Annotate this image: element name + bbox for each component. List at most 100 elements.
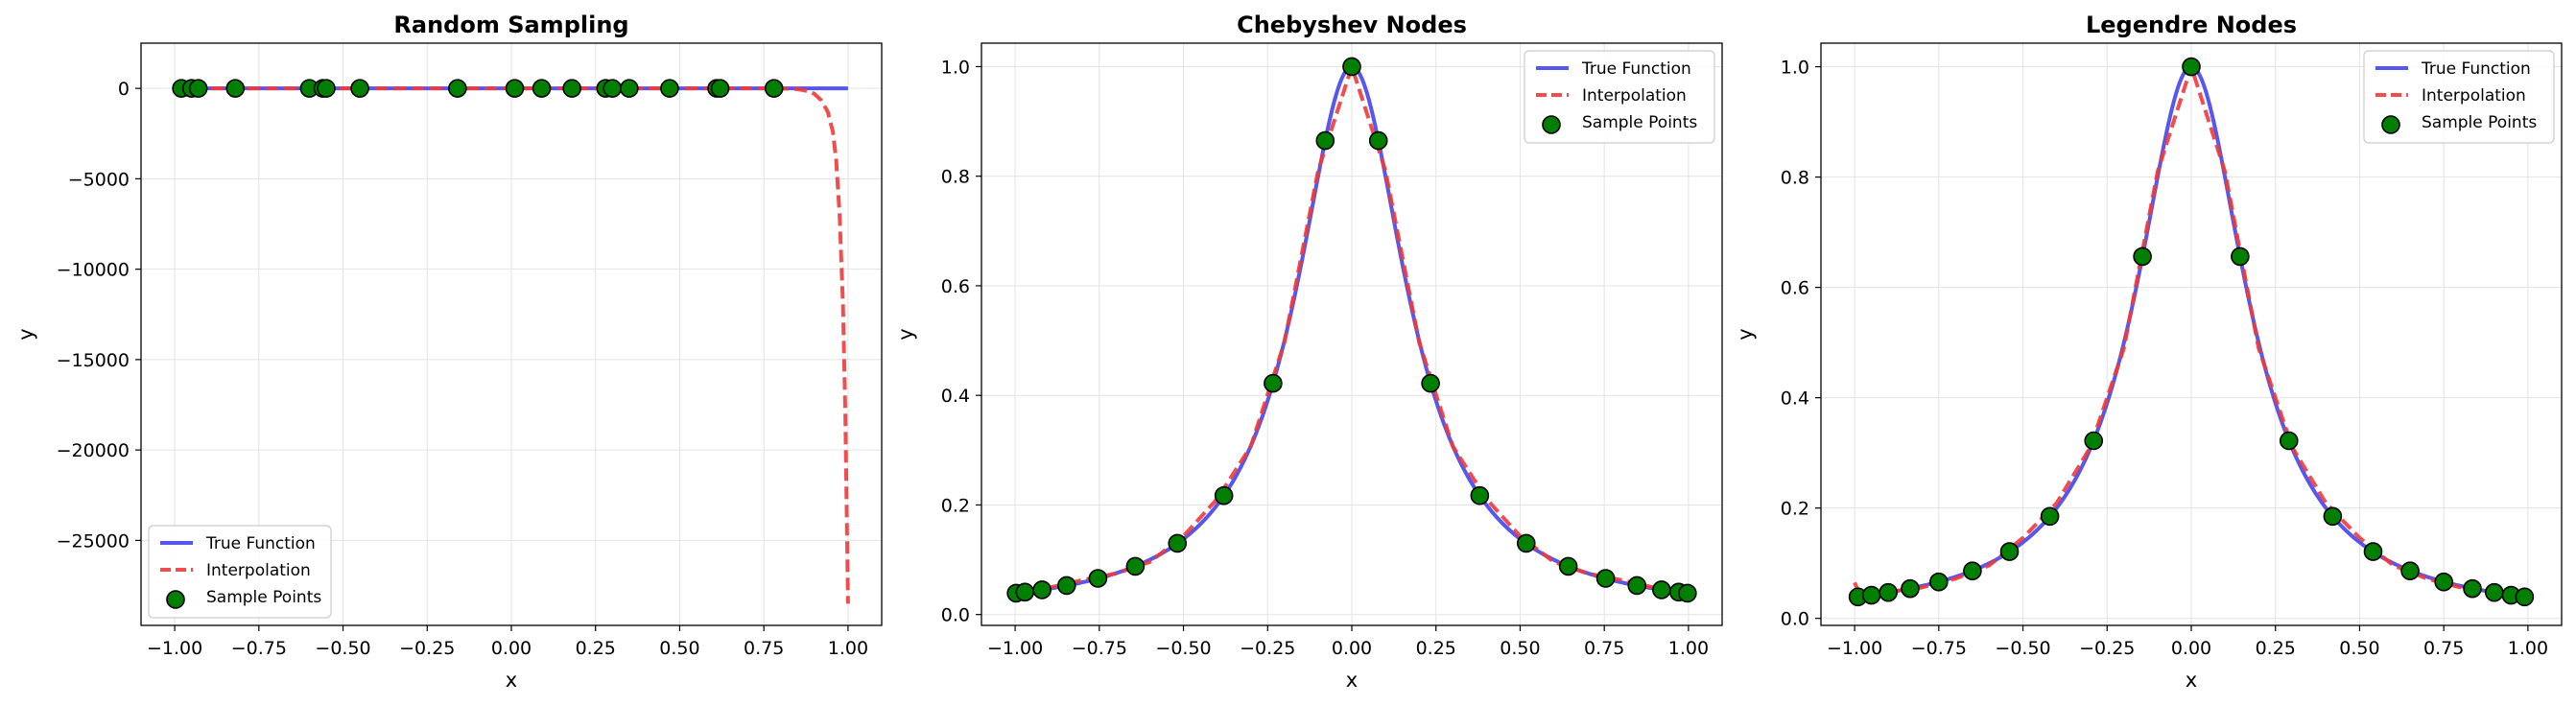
data-point: [2182, 57, 2201, 77]
data-point: [1088, 569, 1108, 588]
x-tick-label: −1.00: [147, 638, 202, 659]
legend: True Function Interpolation Sample Points: [1524, 50, 1715, 144]
data-point: [1516, 533, 1536, 553]
legend: True Function Interpolation Sample Points: [2363, 50, 2555, 144]
data-point: [2485, 582, 2504, 602]
x-tick-label: 0.25: [1416, 638, 1456, 659]
legend-box: [1524, 50, 1715, 144]
y-tick-label: 0.6: [941, 276, 970, 297]
data-point: [1125, 556, 1146, 576]
data-point: [1168, 533, 1188, 553]
data-point: [764, 79, 784, 98]
x-tick-label: 0.00: [491, 638, 532, 659]
data-point: [1879, 582, 1898, 602]
plot-area: [172, 79, 850, 604]
x-tick-label: 0.75: [2423, 638, 2464, 659]
x-tick-label: −1.00: [987, 638, 1043, 659]
data-point: [620, 79, 639, 98]
data-point: [1999, 542, 2020, 561]
y-tick-label: 0.0: [1781, 609, 1809, 630]
x-tick-label: −0.50: [1995, 638, 2050, 659]
y-tick-label: 0: [118, 79, 130, 100]
y-tick-label: 0.4: [941, 386, 970, 407]
x-tick-label: −0.25: [399, 638, 455, 659]
data-point: [1627, 576, 1647, 596]
chart-title: Legendre Nodes: [2086, 12, 2297, 38]
x-tick-label: 0.50: [1500, 638, 1540, 659]
legend-box: [148, 525, 332, 619]
legend-marker: [2381, 115, 2400, 134]
legend-label: True Function: [1581, 59, 1691, 79]
data-point: [1368, 130, 1388, 151]
x-tick-label: 0.50: [659, 638, 699, 659]
legend-label: Sample Points: [1582, 113, 1697, 132]
y-tick-label: −5000: [68, 169, 130, 190]
data-point: [2463, 578, 2482, 599]
y-tick-label: 1.0: [941, 57, 970, 78]
panel-legendre-nodes: −1.00 −0.75 −0.50 −0.25 0.00 0.25 0.50 0.75 1.00…: [1734, 12, 2563, 692]
data-point: [2084, 431, 2104, 451]
data-point: [1056, 576, 1076, 596]
y-tick-label: 0.0: [941, 605, 970, 626]
data-point: [1214, 485, 1234, 505]
data-point: [1032, 580, 1052, 599]
x-tick-label: −0.25: [2079, 638, 2135, 659]
x-tick-label: 1.00: [2508, 638, 2548, 659]
x-tick-label: −1.00: [1827, 638, 1882, 659]
data-point: [2400, 561, 2420, 581]
y-tick-label: −15000: [57, 350, 130, 371]
x-tick-label: −0.75: [1911, 638, 1967, 659]
y-tick-label: 0.6: [1781, 278, 1809, 299]
legend-box: [2363, 50, 2555, 144]
x-tick-label: 1.00: [828, 638, 868, 659]
data-point: [1678, 583, 1697, 603]
x-tick-label: 0.75: [744, 638, 784, 659]
y-tick-label: −10000: [57, 260, 130, 281]
x-tick-label: 1.00: [1668, 638, 1709, 659]
legend-marker: [1542, 115, 1561, 134]
x-tick-label: −0.75: [1072, 638, 1127, 659]
data-point: [2279, 431, 2299, 451]
panel-random-sampling: −1.00 −0.75 −0.50 −0.25 0.00 0.25 0.50 0.75 1.00…: [14, 12, 883, 692]
y-axis-label: y: [14, 328, 37, 340]
y-axis-label: y: [1734, 328, 1757, 340]
x-axis-label: x: [2186, 669, 2197, 692]
y-tick-label: 0.8: [941, 167, 970, 188]
x-tick-label: 0.50: [2339, 638, 2379, 659]
data-point: [1929, 572, 1949, 592]
data-point: [1315, 130, 1335, 151]
y-axis-label: y: [894, 328, 917, 340]
data-point: [1470, 485, 1490, 505]
data-point: [2133, 247, 2152, 267]
y-tick-label: 1.0: [1781, 58, 1809, 79]
plot-area: [1848, 57, 2535, 607]
y-tick-label: 0.2: [1781, 499, 1809, 520]
y-tick-label: 0.2: [941, 495, 970, 516]
x-tick-label: 0.00: [2171, 638, 2211, 659]
x-axis-label: x: [1346, 669, 1358, 692]
chart-title: Random Sampling: [393, 12, 628, 38]
data-point: [2515, 587, 2535, 607]
legend-label: True Function: [2421, 59, 2531, 79]
y-tick-label: −20000: [57, 440, 130, 461]
data-point: [1901, 578, 1920, 599]
data-point: [1861, 585, 1881, 605]
y-tick-label: −25000: [57, 530, 130, 552]
x-tick-label: 0.00: [1332, 638, 1372, 659]
data-point: [2323, 506, 2343, 527]
legend: True Function Interpolation Sample Points: [148, 525, 332, 619]
legend-label: Interpolation: [2422, 86, 2526, 106]
x-tick-label: 0.75: [1584, 638, 1624, 659]
x-tick-label: −0.50: [1155, 638, 1211, 659]
legend-label: Sample Points: [2422, 113, 2537, 132]
data-point: [448, 79, 467, 98]
y-tick-label: 0.4: [1781, 388, 1809, 410]
data-point: [1015, 582, 1035, 602]
data-point: [2040, 506, 2060, 527]
y-tick-label: 0.8: [1781, 168, 1809, 189]
data-point: [660, 79, 679, 98]
data-point: [1963, 561, 1982, 581]
data-point: [562, 79, 581, 98]
data-point: [350, 79, 369, 98]
